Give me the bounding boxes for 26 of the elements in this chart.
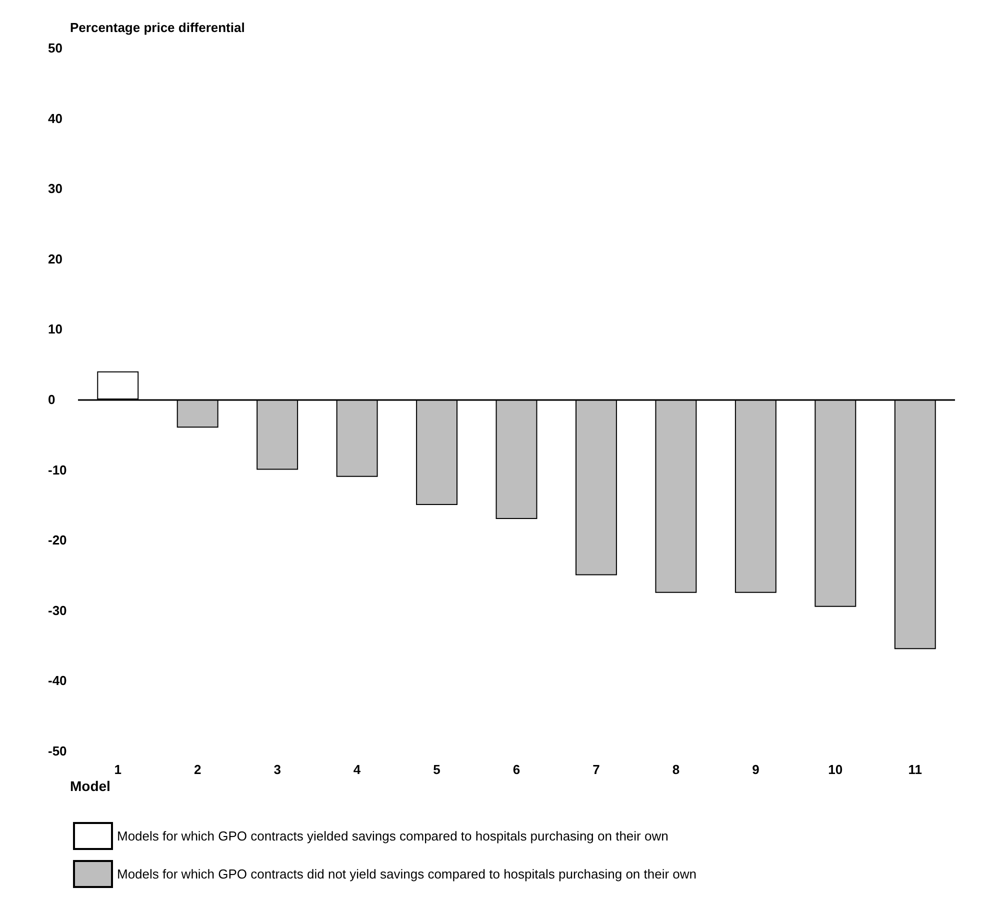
y-tick-label: 40 xyxy=(48,110,62,126)
x-tick-label: 2 xyxy=(194,762,202,777)
y-tick-label: -10 xyxy=(48,462,67,478)
y-tick-label: 10 xyxy=(48,322,62,337)
legend-label: Models for which GPO contracts yielded savings compared to hospitals purchasing on their own xyxy=(117,828,668,844)
x-tick-label: 4 xyxy=(353,762,362,777)
y-tick-label: 0 xyxy=(48,392,56,407)
x-tick-label: 1 xyxy=(114,762,122,777)
x-tick-label: 3 xyxy=(274,762,281,777)
x-tick-label: 7 xyxy=(592,762,600,777)
legend-label: Models for which GPO contracts did not yield savings compared to hospitals purchasing on their own xyxy=(117,866,697,882)
y-tick-label: -40 xyxy=(48,673,67,688)
x-tick-label: 8 xyxy=(672,762,680,777)
y-tick-label: 30 xyxy=(48,181,62,196)
y-axis-title: Percentage price differential xyxy=(70,20,245,35)
x-axis-title: Model xyxy=(70,778,110,794)
y-tick-label: -30 xyxy=(48,602,67,618)
x-tick-label: 5 xyxy=(433,762,440,777)
x-tick-label: 9 xyxy=(752,762,760,777)
y-tick-label: -50 xyxy=(48,744,67,758)
x-tick-label: 10 xyxy=(828,762,843,777)
y-tick-label: -20 xyxy=(48,532,67,548)
x-tick-label: 6 xyxy=(512,762,520,777)
y-tick-label: 50 xyxy=(48,40,62,56)
x-tick-label: 11 xyxy=(908,762,922,777)
y-tick-label: 20 xyxy=(48,251,62,266)
